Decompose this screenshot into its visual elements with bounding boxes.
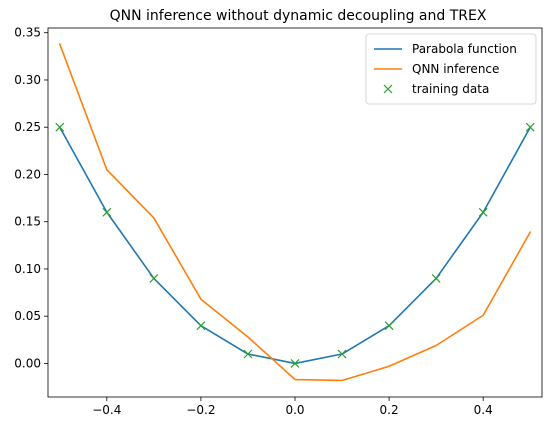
legend-box — [365, 33, 537, 105]
y-tick-label: 0.00 — [14, 356, 41, 370]
legend-swatch-training-data — [383, 84, 393, 94]
data-point-training-data — [243, 349, 253, 359]
series-line-parabola-function — [58, 126, 532, 365]
x-tick-label: 0.0 — [285, 403, 304, 417]
series-line-qnn-inference — [58, 43, 532, 382]
y-tick-label: 0.10 — [14, 262, 41, 276]
data-point-training-data — [478, 207, 488, 217]
data-point-training-data — [431, 273, 441, 283]
plot-area — [55, 43, 535, 382]
legend-label-qnn-inference: QNN inference — [412, 62, 499, 76]
data-point-training-data — [196, 321, 206, 331]
y-tick-label: 0.15 — [14, 215, 41, 229]
data-point-training-data — [384, 321, 394, 331]
data-point-training-data — [55, 122, 65, 132]
plot-frame — [47, 27, 543, 398]
legend-label-training-data: training data — [412, 82, 489, 96]
chart-title: QNN inference without dynamic decoupling… — [110, 8, 487, 24]
data-point-training-data — [525, 122, 535, 132]
data-point-training-data — [337, 349, 347, 359]
x-tick-label: 0.2 — [380, 403, 399, 417]
y-axis: 0.00 0.05 0.10 0.15 0.20 0.25 0.30 0.35 — [14, 26, 48, 370]
legend-label-parabola-function: Parabola function — [412, 42, 517, 56]
y-tick-label: 0.35 — [14, 26, 41, 40]
x-tick-label: 0.4 — [474, 403, 493, 417]
x-axis: −0.4 −0.2 0.0 0.2 0.4 — [92, 397, 493, 417]
x-tick-label: −0.4 — [92, 403, 121, 417]
y-tick-label: 0.25 — [14, 120, 41, 134]
data-point-training-data — [149, 273, 159, 283]
y-tick-label: 0.20 — [14, 167, 41, 181]
data-point-training-data — [290, 359, 300, 368]
legend: Parabola function QNN inference training d… — [365, 33, 537, 105]
y-tick-label: 0.05 — [14, 309, 41, 323]
data-point-training-data — [102, 207, 112, 217]
y-tick-label: 0.30 — [14, 73, 41, 87]
x-tick-label: −0.2 — [186, 403, 215, 417]
